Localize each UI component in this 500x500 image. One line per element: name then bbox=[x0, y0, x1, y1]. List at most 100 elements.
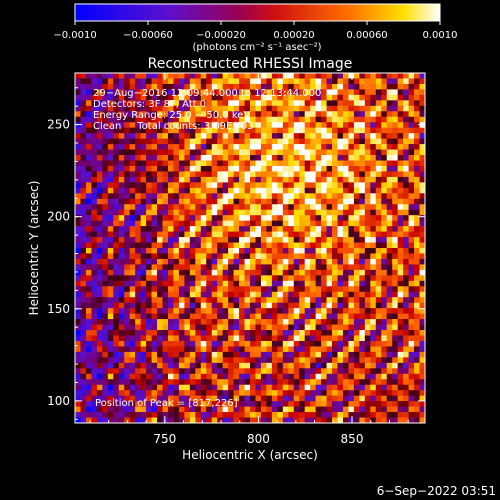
heatmap-cell bbox=[250, 330, 257, 337]
heatmap-cell bbox=[403, 384, 410, 391]
heatmap-cell bbox=[173, 111, 180, 118]
heatmap-cell bbox=[91, 171, 98, 178]
heatmap-cell bbox=[129, 94, 136, 101]
heatmap-cell bbox=[315, 182, 322, 189]
heatmap-cell bbox=[135, 231, 142, 238]
heatmap-cell bbox=[135, 406, 142, 413]
heatmap-cell bbox=[315, 351, 322, 358]
heatmap-cell bbox=[96, 373, 103, 380]
heatmap-cell bbox=[162, 269, 169, 276]
heatmap-cell bbox=[189, 193, 196, 200]
heatmap-cell bbox=[151, 231, 158, 238]
heatmap-cell bbox=[277, 133, 284, 140]
heatmap-cell bbox=[342, 330, 350, 337]
heatmap-cell bbox=[96, 116, 103, 123]
heatmap-cell bbox=[397, 258, 404, 266]
heatmap-cell bbox=[113, 280, 120, 287]
heatmap-cell bbox=[85, 160, 93, 167]
heatmap-cell bbox=[386, 78, 393, 85]
heatmap-cell bbox=[277, 373, 284, 380]
heatmap-cell bbox=[260, 116, 268, 123]
heatmap-cell bbox=[321, 346, 328, 353]
heatmap-cell bbox=[113, 302, 120, 309]
heatmap-cell bbox=[381, 122, 388, 129]
heatmap-cell bbox=[80, 209, 87, 216]
heatmap-cell bbox=[375, 401, 382, 408]
heatmap-cell bbox=[173, 417, 180, 423]
heatmap-cell bbox=[217, 187, 224, 194]
heatmap-cell bbox=[75, 127, 82, 134]
heatmap-cell bbox=[255, 384, 262, 391]
heatmap-cell bbox=[124, 133, 131, 140]
heatmap-cell bbox=[310, 105, 317, 112]
heatmap-cell bbox=[326, 335, 333, 342]
heatmap-cell bbox=[135, 198, 142, 205]
heatmap-cell bbox=[392, 155, 399, 162]
heatmap-cell bbox=[299, 187, 306, 194]
heatmap-cell bbox=[375, 198, 382, 205]
heatmap-cell bbox=[113, 226, 120, 233]
heatmap-cell bbox=[80, 133, 87, 140]
heatmap-cell bbox=[200, 275, 207, 282]
heatmap-cell bbox=[408, 373, 415, 380]
heatmap-cell bbox=[96, 280, 103, 287]
heatmap-cell bbox=[348, 204, 355, 211]
heatmap-cell bbox=[332, 340, 339, 348]
heatmap-cell bbox=[260, 187, 268, 194]
heatmap-cell bbox=[146, 122, 153, 129]
heatmap-cell bbox=[173, 226, 180, 233]
heatmap-cell bbox=[239, 215, 246, 222]
heatmap-cell bbox=[321, 384, 328, 391]
heatmap-cell bbox=[282, 78, 289, 85]
heatmap-cell bbox=[332, 94, 339, 101]
heatmap-cell bbox=[184, 280, 191, 287]
heatmap-cell bbox=[124, 330, 131, 337]
heatmap-cell bbox=[118, 362, 125, 369]
heatmap-cell bbox=[102, 384, 109, 391]
heatmap-cell bbox=[75, 264, 82, 271]
heatmap-cell bbox=[233, 319, 240, 326]
heatmap-cell bbox=[359, 193, 366, 200]
heatmap-cell bbox=[255, 264, 262, 271]
heatmap-cell bbox=[364, 127, 371, 134]
heatmap-cell bbox=[151, 258, 158, 266]
heatmap-cell bbox=[146, 248, 153, 255]
heatmap-cell bbox=[217, 258, 224, 266]
heatmap-cell bbox=[260, 368, 268, 375]
heatmap-cell bbox=[228, 127, 235, 134]
heatmap-cell bbox=[91, 209, 98, 216]
heatmap-cell bbox=[211, 362, 218, 369]
heatmap-cell bbox=[342, 155, 350, 162]
heatmap-cell bbox=[167, 138, 175, 145]
heatmap-cell bbox=[332, 209, 339, 216]
heatmap-cell bbox=[381, 100, 388, 107]
heatmap-cell bbox=[359, 144, 366, 151]
heatmap-cell bbox=[375, 133, 382, 140]
heatmap-cell bbox=[359, 269, 366, 276]
heatmap-cell bbox=[277, 138, 284, 145]
heatmap-cell bbox=[271, 160, 278, 167]
heatmap-cell bbox=[91, 384, 98, 391]
heatmap-cell bbox=[157, 406, 164, 413]
heatmap-cell bbox=[228, 83, 235, 91]
heatmap-cell bbox=[206, 357, 213, 364]
heatmap-cell bbox=[206, 209, 213, 216]
heatmap-cell bbox=[260, 78, 268, 85]
heatmap-cell bbox=[233, 258, 240, 266]
heatmap-cell bbox=[178, 242, 185, 249]
heatmap-cell bbox=[80, 144, 87, 151]
heatmap-cell bbox=[146, 351, 153, 358]
heatmap-cell bbox=[293, 149, 300, 156]
heatmap-cell bbox=[135, 280, 142, 287]
heatmap-cell bbox=[277, 116, 284, 123]
heatmap-cell bbox=[173, 286, 180, 293]
heatmap-cell bbox=[124, 308, 131, 315]
heatmap-cell bbox=[217, 335, 224, 342]
heatmap-cell bbox=[414, 242, 421, 249]
heatmap-cell bbox=[239, 395, 246, 402]
heatmap-cell bbox=[173, 160, 180, 167]
heatmap-cell bbox=[151, 94, 158, 101]
heatmap-cell bbox=[386, 275, 393, 282]
heatmap-cell bbox=[85, 73, 93, 80]
